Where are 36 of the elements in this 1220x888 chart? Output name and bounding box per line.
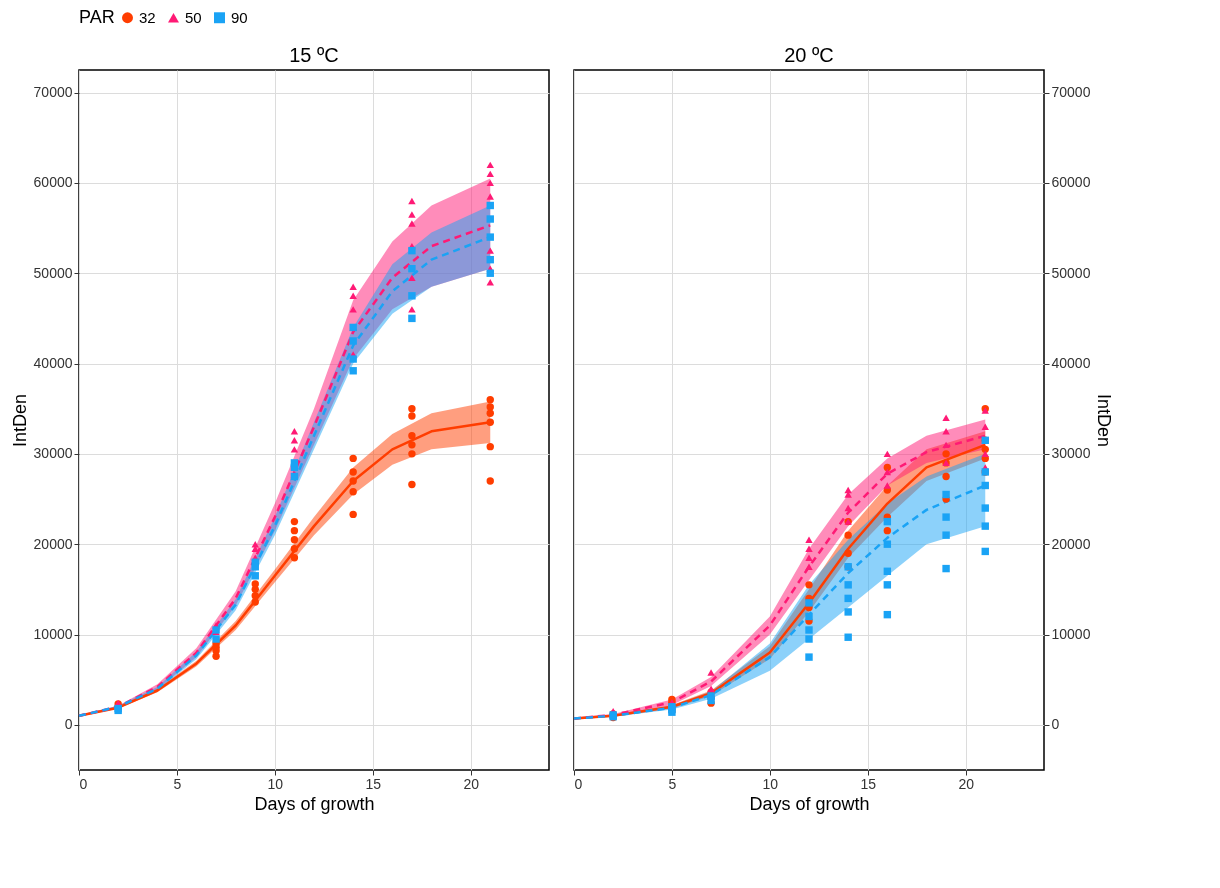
x-tick-label: 20 bbox=[463, 775, 480, 792]
y-tick-label: 40000 bbox=[1051, 355, 1091, 372]
legend-title: PAR bbox=[79, 7, 115, 27]
y-tick-label: 0 bbox=[64, 716, 73, 733]
legend-label: 50 bbox=[185, 8, 202, 26]
y-tick-label: 10000 bbox=[33, 626, 73, 643]
x-tick-label: 15 bbox=[860, 775, 877, 792]
x-tick-label: 10 bbox=[267, 775, 284, 792]
x-tick-label: 20 bbox=[958, 775, 975, 792]
x-axis-title: Days of growth bbox=[749, 793, 870, 814]
x-tick-label: 0 bbox=[79, 775, 88, 792]
chart-title: 20 ºC bbox=[784, 44, 834, 66]
x-tick-label: 5 bbox=[173, 775, 182, 792]
x-tick-label: 10 bbox=[762, 775, 779, 792]
x-tick-label: 15 bbox=[365, 775, 382, 792]
y-tick-label: 60000 bbox=[1051, 174, 1091, 191]
y-tick-label: 20000 bbox=[1051, 535, 1091, 552]
legend-label: 32 bbox=[139, 8, 156, 26]
y-tick-label: 30000 bbox=[33, 445, 73, 462]
y-tick-label: 30000 bbox=[1051, 445, 1091, 462]
y-tick-label: 70000 bbox=[1051, 84, 1091, 101]
y-tick-label: 0 bbox=[1051, 716, 1060, 733]
y-axis-title: IntDen bbox=[9, 393, 30, 448]
x-axis-title: Days of growth bbox=[254, 793, 375, 814]
y-tick-label: 50000 bbox=[1051, 264, 1091, 281]
y-tick-label: 70000 bbox=[33, 84, 73, 101]
y-axis-title: IntDen bbox=[1094, 393, 1115, 448]
chart-title: 15 ºC bbox=[289, 44, 339, 66]
y-tick-label: 60000 bbox=[33, 174, 73, 191]
y-tick-label: 20000 bbox=[33, 535, 73, 552]
y-tick-label: 10000 bbox=[1051, 626, 1091, 643]
y-tick-label: 40000 bbox=[33, 355, 73, 372]
y-tick-label: 50000 bbox=[33, 264, 73, 281]
legend-label: 90 bbox=[231, 8, 248, 26]
x-tick-label: 0 bbox=[574, 775, 583, 792]
x-tick-label: 5 bbox=[668, 775, 677, 792]
